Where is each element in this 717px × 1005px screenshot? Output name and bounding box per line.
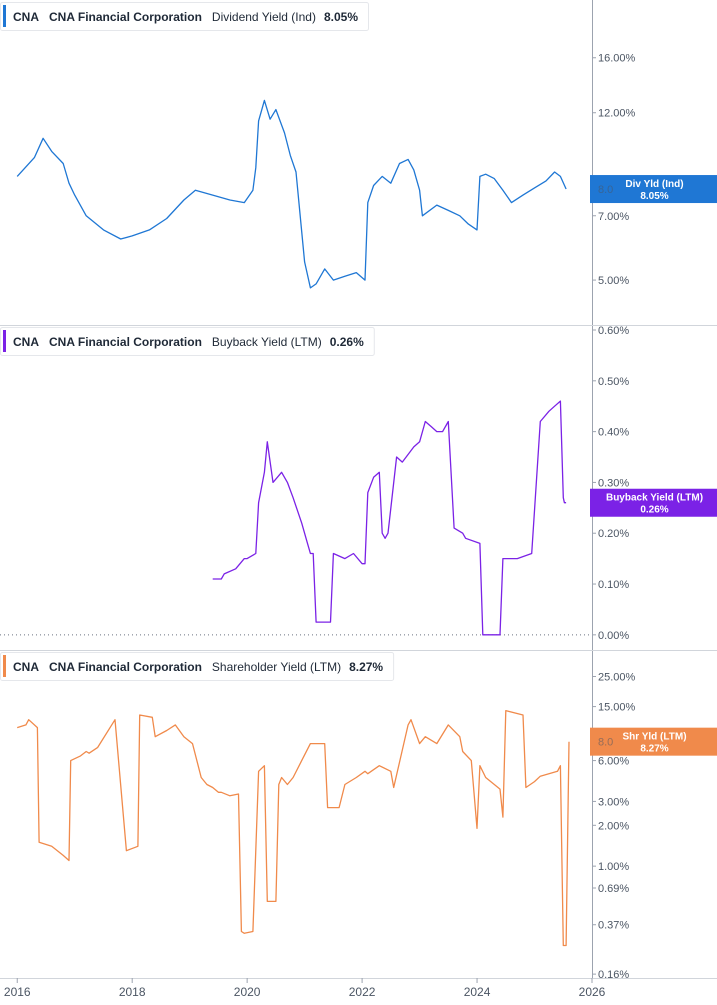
- legend-metric: Buyback Yield (LTM): [212, 335, 322, 349]
- legend-value: 0.26%: [330, 335, 364, 349]
- value-flag: [590, 727, 717, 756]
- y-tick-label: 0.69%: [598, 883, 629, 895]
- y-tick-label: 2.00%: [598, 820, 629, 832]
- value-flag: [590, 175, 717, 204]
- legend-metric: Shareholder Yield (LTM): [212, 660, 341, 674]
- y-tick-label: 7.00%: [598, 211, 629, 223]
- chart-panel-3: 25.00% 15.00% 6.00% 3.00% 2.00% 1.00% 0.69% 0.3…: [0, 650, 717, 981]
- legend-color-bar: [3, 330, 6, 352]
- y-tick-label: 5.00%: [598, 275, 629, 287]
- y-tick-label: 0.10%: [598, 579, 629, 591]
- series-line: [212, 400, 567, 636]
- legend-box: [0, 327, 375, 356]
- y-tick-label: 0.00%: [598, 630, 629, 642]
- legend: CNA CNA Financial Corporation Shareholder …: [0, 652, 395, 681]
- legend-color-bar: [3, 5, 6, 27]
- value-flag-name: Buyback Yield (LTM): [606, 493, 703, 504]
- value-flag-value: 8.27%: [640, 744, 668, 755]
- legend-metric: Dividend Yield (Ind): [212, 10, 316, 24]
- legend-color-bar: [3, 655, 6, 677]
- y-tick-label: 0.16%: [598, 969, 629, 981]
- legend-ticker: CNA: [13, 10, 39, 24]
- y-tick-label: 0.50%: [598, 376, 629, 388]
- value-flag-name: Div Yld (Ind): [625, 179, 683, 190]
- legend-ticker: CNA: [13, 660, 39, 674]
- panels: 16.00%12.00%7.00%5.00%8.0 Div Yld (Ind)8.…: [0, 0, 717, 981]
- chart-panel-2: 0.60% 0.50% 0.40% 0.30% 0.20% 0.10% 0.00% Buyba…: [0, 325, 717, 650]
- x-tick-label: 2022: [349, 985, 376, 999]
- y-tick-label: 25.00%: [598, 671, 636, 683]
- series-line: [16, 99, 567, 289]
- occluded-tick-label: 8.0: [598, 737, 613, 749]
- y-tick-label: 0.37%: [598, 920, 629, 932]
- legend: CNA CNA Financial Corporation Dividend Yie…: [0, 2, 369, 31]
- occluded-tick-label: 8.0: [598, 184, 613, 196]
- y-tick-label: 16.00%: [598, 53, 636, 65]
- y-tick-label: 1.00%: [598, 861, 629, 873]
- x-axis: 2016 2018 2020 2022 2024 2026: [0, 978, 717, 999]
- y-tick-label: 3.00%: [598, 796, 629, 808]
- y-tick-label: 12.00%: [598, 108, 636, 120]
- legend-company: CNA Financial Corporation: [49, 335, 202, 349]
- legend-box: [0, 652, 395, 681]
- legend-company: CNA Financial Corporation: [49, 10, 202, 24]
- y-tick-label: 0.60%: [598, 325, 629, 337]
- y-tick-label: 0.40%: [598, 427, 629, 439]
- y-tick-label: 0.20%: [598, 528, 629, 540]
- value-flag: [590, 488, 717, 517]
- y-tick-label: 6.00%: [598, 756, 629, 768]
- chart-panel-1: 16.00%12.00%7.00%5.00%8.0 Div Yld (Ind)8.…: [0, 0, 717, 325]
- x-tick-label: 2016: [4, 985, 31, 999]
- x-tick-label: 2020: [234, 985, 261, 999]
- legend-value: 8.27%: [349, 660, 383, 674]
- x-tick-label: 2018: [119, 985, 146, 999]
- x-tick-label: 2024: [464, 985, 491, 999]
- value-flag-value: 0.26%: [640, 505, 668, 516]
- x-tick-label: 2026: [579, 985, 606, 999]
- legend-company: CNA Financial Corporation: [49, 660, 202, 674]
- y-tick-label: 0.30%: [598, 477, 629, 489]
- series-line: [17, 709, 570, 947]
- value-flag-value: 8.05%: [640, 191, 668, 202]
- legend: CNA CNA Financial Corporation Buyback Yiel…: [0, 327, 375, 356]
- legend-value: 8.05%: [324, 10, 358, 24]
- y-tick-label: 15.00%: [598, 702, 636, 714]
- legend-ticker: CNA: [13, 335, 39, 349]
- value-flag-name: Shr Yld (LTM): [622, 732, 686, 743]
- legend-box: [0, 2, 369, 31]
